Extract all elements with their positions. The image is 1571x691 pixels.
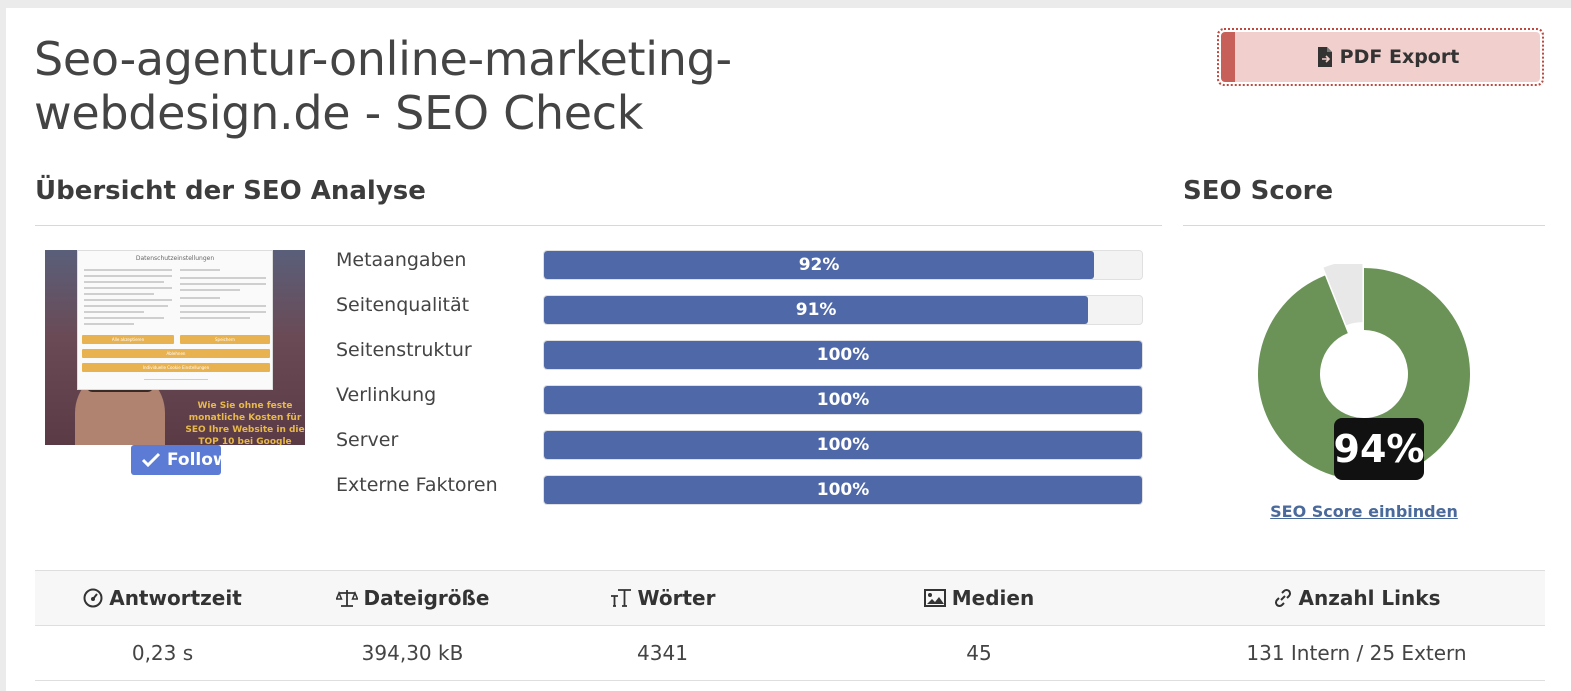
cookie-accept-button: Alle akzeptieren <box>82 335 174 344</box>
website-screenshot: Wie Sie ohne feste monatliche Kosten für… <box>45 250 305 445</box>
cookie-save-button: Speichern <box>180 335 270 344</box>
metric-bar: 100% <box>543 430 1143 460</box>
stats-value-row: 0,23 s 394,30 kB 4341 45 131 Intern / 25… <box>35 626 1545 681</box>
metric-label: Server <box>336 429 399 451</box>
stats-header-anzahl-links: Anzahl Links <box>1168 571 1545 625</box>
gauge-icon <box>83 588 103 608</box>
file-export-icon <box>1316 46 1334 68</box>
metric-bar-fill: 92% <box>544 251 1095 279</box>
cookie-dialog: Datenschutzeinstellungen Alle akzeptiere… <box>77 250 273 390</box>
stat-antwortzeit-value: 0,23 s <box>131 641 194 665</box>
stats-header-label: Antwortzeit <box>109 586 242 610</box>
metric-bar-fill: 100% <box>544 386 1142 414</box>
follow-button[interactable]: Follow <box>131 445 221 475</box>
metric-bar: 91% <box>543 295 1143 325</box>
pdf-export-label: PDF Export <box>1339 46 1460 68</box>
follow-label: Follow <box>167 450 221 470</box>
pdf-export-button[interactable]: PDF Export <box>1217 28 1544 86</box>
metric-bar-fill: 100% <box>544 341 1142 369</box>
stats-header-row: Antwortzeit Dateigröße Wörter Medien Anz… <box>35 570 1545 626</box>
page: Seo-agentur-online-marketing-webdesign.d… <box>6 8 1571 691</box>
score-divider <box>1183 225 1545 226</box>
stats-header-woerter: Wörter <box>535 571 790 625</box>
stat-dateigroesse-value: 394,30 kB <box>361 641 464 665</box>
stats-header-label: Dateigröße <box>363 586 490 610</box>
stats-header-label: Anzahl Links <box>1298 586 1441 610</box>
metric-label: Seitenqualität <box>336 294 470 316</box>
overview-heading: Übersicht der SEO Analyse <box>35 176 426 206</box>
stat-links-value: 131 Intern / 25 Extern <box>1246 641 1467 665</box>
metric-bar: 92% <box>543 250 1143 280</box>
seo-score-value: 94% <box>1334 418 1424 480</box>
stat-woerter-value: 4341 <box>637 641 688 665</box>
page-title: Seo-agentur-online-marketing-webdesign.d… <box>34 32 732 140</box>
stats-header-label: Medien <box>951 586 1035 610</box>
seo-score-embed-link[interactable]: SEO Score einbinden <box>1270 502 1458 521</box>
cookie-dialog-title: Datenschutzeinstellungen <box>135 255 215 262</box>
stats-header-dateigroesse: Dateigröße <box>290 571 535 625</box>
image-icon <box>923 589 946 607</box>
cookie-reject-button: Ablehnen <box>82 349 270 358</box>
metric-label: Metaangaben <box>336 249 467 271</box>
text-height-icon <box>610 588 632 608</box>
metric-bar-fill: 91% <box>544 296 1089 324</box>
stats-header-label: Wörter <box>637 586 716 610</box>
score-slice-remaining <box>1323 264 1363 326</box>
metric-label: Externe Faktoren <box>336 474 498 496</box>
metric-label: Verlinkung <box>336 384 437 406</box>
stat-medien-value: 45 <box>966 641 992 665</box>
scale-icon <box>335 588 358 608</box>
link-icon <box>1273 588 1293 608</box>
overview-divider <box>35 225 1162 226</box>
score-heading: SEO Score <box>1183 176 1334 206</box>
metric-bar: 100% <box>543 385 1143 415</box>
metric-label: Seitenstruktur <box>336 339 472 361</box>
cookie-individual-button: Individuelle Cookie Einstellungen <box>82 363 270 372</box>
stats-header-medien: Medien <box>790 571 1168 625</box>
check-icon <box>141 452 161 468</box>
screenshot-overlay-text: Wie Sie ohne feste monatliche Kosten für… <box>185 401 305 445</box>
metric-bar: 100% <box>543 340 1143 370</box>
metric-bar: 100% <box>543 475 1143 505</box>
metric-bar-fill: 100% <box>544 476 1142 504</box>
metric-bar-fill: 100% <box>544 431 1142 459</box>
stats-header-antwortzeit: Antwortzeit <box>35 571 290 625</box>
